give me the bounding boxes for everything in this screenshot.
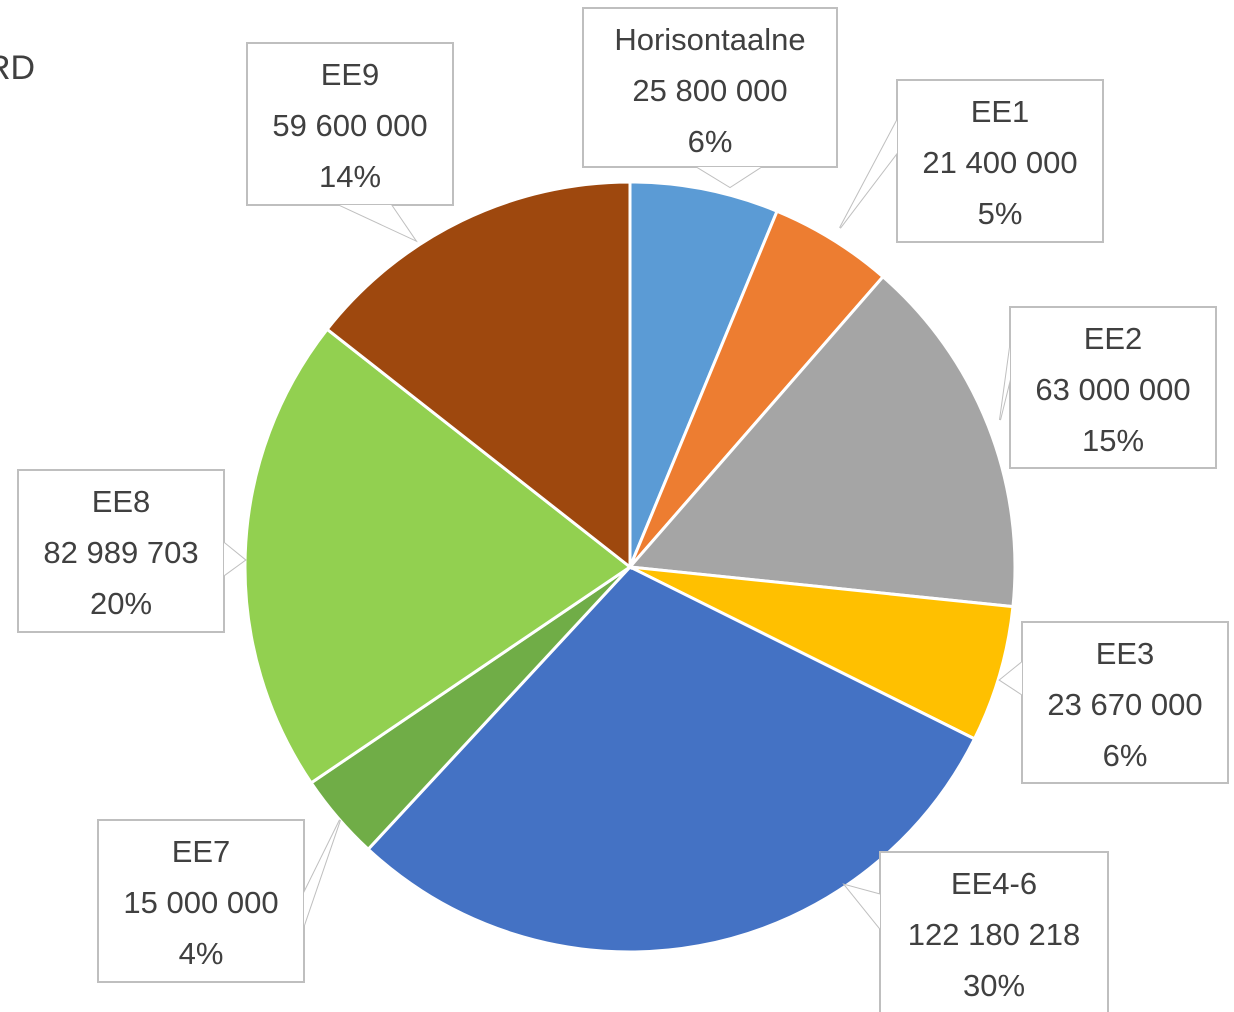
- pie-slice: [626, 274, 1017, 609]
- slice-label: EE7: [172, 834, 231, 869]
- pie-slice: [366, 565, 977, 954]
- value-label: 21 400 000: [922, 145, 1077, 180]
- callout-box: [879, 851, 1109, 1012]
- value-label: 122 180 218: [908, 917, 1080, 952]
- callout-joint: [697, 167, 761, 187]
- callout-joint: [224, 542, 245, 576]
- pie-slice: [628, 180, 780, 568]
- callout-joint: [1000, 347, 1010, 420]
- percent-label: 4%: [179, 936, 224, 971]
- callout-box: [17, 469, 225, 633]
- chart-title: RD: [0, 49, 35, 87]
- value-label: 25 800 000: [632, 73, 787, 108]
- callout-joint: [304, 820, 340, 926]
- callout-box: [1009, 306, 1217, 469]
- callout-box: [582, 7, 838, 168]
- percent-label: 14%: [319, 159, 381, 194]
- pie-slice: [325, 180, 632, 571]
- callout-box: [246, 42, 454, 206]
- callout-box: [97, 819, 305, 983]
- percent-label: 30%: [963, 968, 1025, 1003]
- percent-label: 15%: [1082, 423, 1144, 458]
- slice-label: EE8: [92, 484, 151, 519]
- callout-box: [1021, 621, 1229, 784]
- callout-joint: [845, 885, 880, 929]
- slice-label: Horisontaalne: [614, 22, 805, 57]
- value-label: 63 000 000: [1035, 372, 1190, 407]
- pie-slice: [629, 565, 1015, 741]
- percent-label: 5%: [978, 196, 1023, 231]
- callout-joint: [840, 120, 897, 228]
- callout-joint: [1000, 662, 1022, 695]
- callout-box: [896, 79, 1104, 243]
- percent-label: 20%: [90, 586, 152, 621]
- slice-label: EE3: [1096, 636, 1155, 671]
- value-label: 23 670 000: [1047, 687, 1202, 722]
- value-label: 15 000 000: [123, 885, 278, 920]
- pie-slice: [243, 327, 633, 785]
- percent-label: 6%: [1103, 738, 1148, 773]
- value-label: 82 989 703: [43, 535, 198, 570]
- callout-joint: [339, 205, 415, 240]
- slice-label: EE4-6: [951, 866, 1037, 901]
- slice-label: EE9: [321, 57, 380, 92]
- percent-label: 6%: [688, 124, 733, 159]
- slice-label: EE2: [1084, 321, 1143, 356]
- value-label: 59 600 000: [272, 108, 427, 143]
- slice-label: EE1: [971, 94, 1030, 129]
